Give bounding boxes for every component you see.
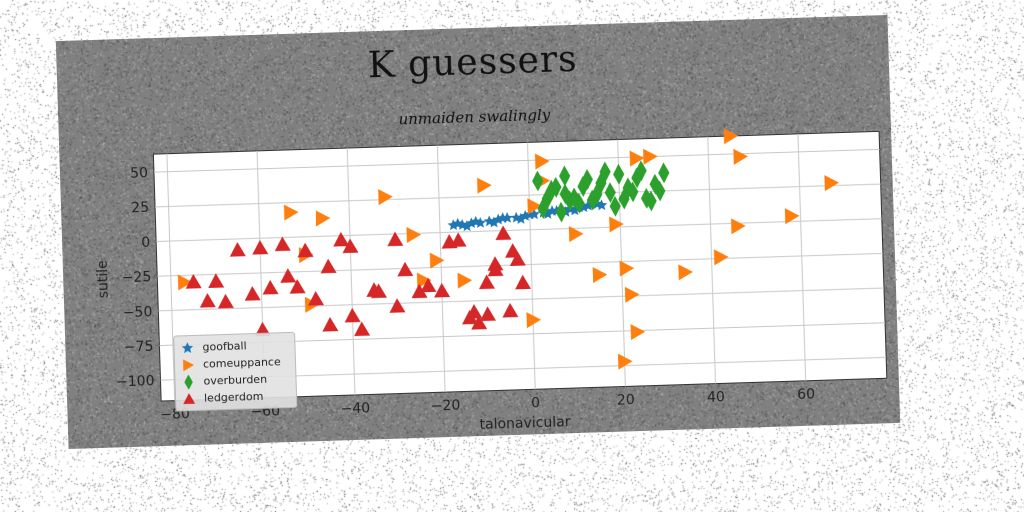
y-tick-label: −50	[123, 304, 153, 321]
legend: goofball comeuppance overburden ledgerdom	[173, 332, 297, 412]
legend-entry: ledgerdom	[180, 387, 292, 408]
y-tick-label: 0	[141, 235, 150, 251]
y-tick-label: 25	[131, 200, 149, 217]
y-tick-label: −25	[121, 269, 151, 286]
legend-label: goofball	[202, 339, 247, 353]
x-tick-label: 60	[797, 386, 815, 403]
x-tick-label: −20	[431, 398, 461, 415]
x-axis-label: talonavicular	[479, 414, 571, 433]
x-tick-label: 40	[707, 389, 725, 406]
legend-label: comeuppance	[203, 355, 281, 370]
legend-label: overburden	[203, 373, 267, 388]
overburden-marker-icon	[179, 374, 197, 389]
x-tick-label: −40	[340, 400, 370, 417]
ledgerdom-marker-icon	[180, 391, 198, 406]
x-tick-label: 20	[617, 392, 635, 409]
comeuppance-marker-icon	[179, 357, 197, 372]
y-tick-label: −75	[124, 339, 154, 356]
y-tick-label: 50	[130, 165, 148, 182]
y-tick-label: −100	[116, 373, 155, 390]
figure-panel: K guessers unmaiden swalingly −80 −60 −40−…	[56, 15, 900, 449]
x-tick-label: 0	[531, 395, 540, 411]
legend-label: ledgerdom	[204, 390, 264, 405]
y-axis-label: sutile	[95, 260, 112, 299]
goofball-marker-icon	[178, 340, 196, 355]
